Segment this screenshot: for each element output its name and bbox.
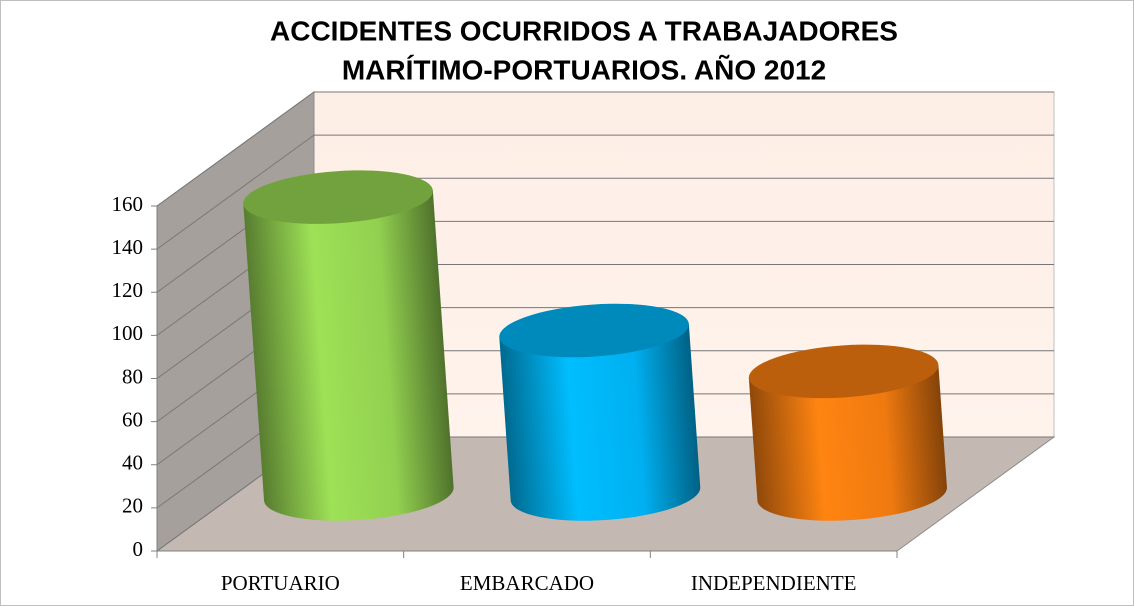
y-tick-label: 40 — [122, 451, 143, 475]
y-tick-label: 20 — [122, 494, 143, 518]
x-tick-label: PORTUARIO — [221, 571, 340, 595]
y-tick-label: 120 — [112, 278, 144, 302]
chart-title: ACCIDENTES OCURRIDOS A TRABAJADORES — [270, 15, 898, 46]
x-tick-label: EMBARCADO — [460, 571, 594, 595]
bar — [748, 364, 947, 521]
x-tick-label: INDEPENDIENTE — [691, 571, 857, 595]
bar-top — [243, 170, 433, 224]
grid-line — [156, 91, 1054, 207]
bar — [243, 190, 454, 521]
y-tick-label: 140 — [112, 235, 144, 259]
y-tick-label: 100 — [112, 321, 144, 345]
chart-title: MARÍTIMO-PORTUARIOS. AÑO 2012 — [342, 54, 826, 85]
grid-line — [156, 134, 1054, 250]
bar-top — [748, 344, 939, 399]
y-tick-label: 60 — [122, 407, 143, 431]
y-tick-label: 160 — [112, 192, 144, 216]
y-tick-label: 80 — [122, 364, 143, 388]
bar — [499, 323, 701, 521]
y-tick-label: 0 — [133, 537, 144, 561]
bar-top — [499, 303, 689, 358]
plot-area: 0 20 40 60 80 100 120 140 160 PORTUARIO EMBARCADO I… — [112, 91, 1056, 595]
